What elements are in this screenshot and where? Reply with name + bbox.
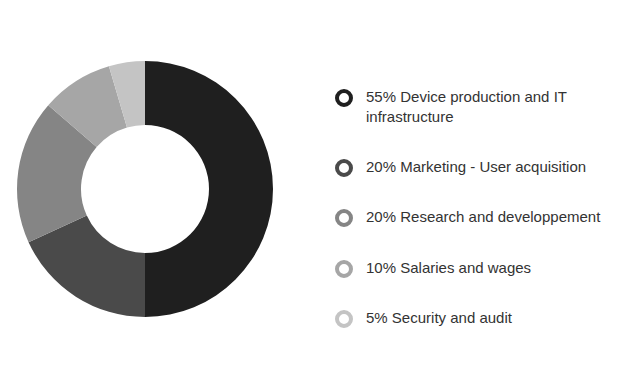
chart-canvas xyxy=(0,0,640,366)
legend-item: 55% Device production and IT infrastruct… xyxy=(334,87,616,127)
legend-swatch xyxy=(334,158,354,178)
legend-ring xyxy=(337,161,351,175)
legend-ring xyxy=(337,312,351,326)
legend-label: Security and audit xyxy=(392,309,512,326)
legend-text: 20% Research and developpement xyxy=(366,207,616,227)
legend-ring xyxy=(337,91,351,105)
legend-text: 20% Marketing - User acquisition xyxy=(366,157,616,177)
legend-value: 20% xyxy=(366,208,396,225)
legend-label: Research and developpement xyxy=(400,208,600,225)
donut-slice xyxy=(109,61,145,128)
legend-item: 5% Security and audit xyxy=(334,308,616,329)
legend-ring xyxy=(337,211,351,225)
legend-text: 55% Device production and IT infrastruct… xyxy=(366,87,616,127)
legend-label: Device production and IT infrastructure xyxy=(366,88,567,125)
legend-swatch xyxy=(334,88,354,108)
legend-label: Marketing - User acquisition xyxy=(400,158,586,175)
legend-item: 20% Marketing - User acquisition xyxy=(334,157,616,178)
legend-swatch xyxy=(334,208,354,228)
legend-text: 5% Security and audit xyxy=(366,308,616,328)
legend-ring xyxy=(337,262,351,276)
legend-text: 10% Salaries and wages xyxy=(366,258,616,278)
legend-item: 20% Research and developpement xyxy=(334,207,616,228)
legend-value: 55% xyxy=(366,88,396,105)
slices xyxy=(17,61,273,317)
legend-swatch xyxy=(334,309,354,329)
legend-value: 20% xyxy=(366,158,396,175)
legend-value: 5% xyxy=(366,309,388,326)
legend-swatch xyxy=(334,259,354,279)
legend-item: 10% Salaries and wages xyxy=(334,258,616,279)
donut-slice xyxy=(145,61,273,317)
legend-value: 10% xyxy=(366,259,396,276)
legend-label: Salaries and wages xyxy=(400,259,531,276)
